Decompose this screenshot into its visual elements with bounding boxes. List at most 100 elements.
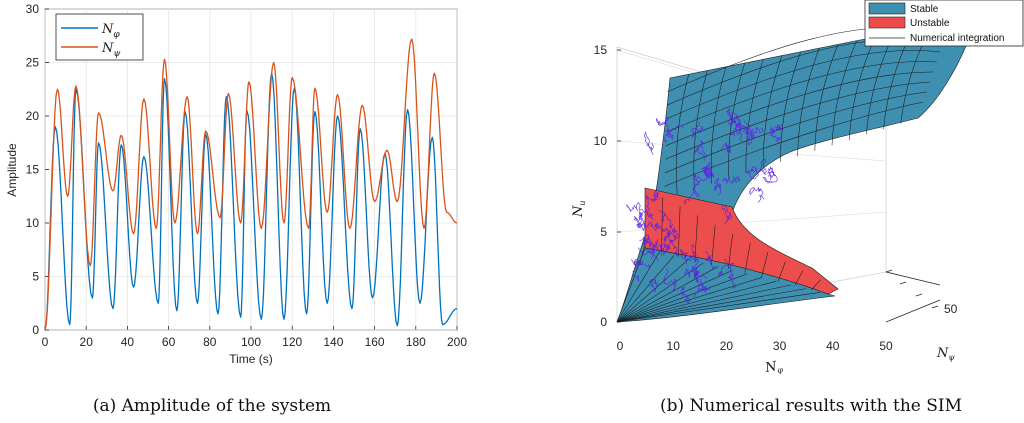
legend-label-n-phi: Nφ xyxy=(101,22,120,40)
trajectory-path xyxy=(694,140,707,162)
x-tick-label: 180 xyxy=(406,335,426,349)
series-lines xyxy=(44,38,458,331)
trajectory-path xyxy=(683,179,701,206)
z-tick-labels: 0 5 10 15 xyxy=(594,43,621,329)
z-tick-label: 10 xyxy=(594,134,608,148)
x-tick-label: 0 xyxy=(42,335,49,349)
mesh-line-lower xyxy=(616,258,689,323)
mesh-line-upper xyxy=(762,55,783,168)
y-axis-label-3d-sub: ψ xyxy=(948,353,955,362)
trajectory-path xyxy=(742,120,756,145)
trajectory-path xyxy=(648,278,659,292)
mesh-line-unstable xyxy=(694,215,698,261)
trajectory-path xyxy=(722,175,741,184)
x-tick-label: 140 xyxy=(323,335,343,349)
trajectory-path xyxy=(663,267,678,291)
x-tick-label-3d: 30 xyxy=(773,339,787,353)
sim-surface-chart: 0 5 10 15 0 10 20 30 40 50 50 Nu Nφ Nψ Stable Un… xyxy=(571,0,1024,416)
numerical-integration-trajectories xyxy=(625,107,783,304)
x-axis-label-3d-sub: φ xyxy=(777,365,784,375)
trajectory-path xyxy=(643,130,654,156)
mesh-line-lower xyxy=(616,262,704,323)
trajectory-path xyxy=(644,234,654,259)
trajectory-path xyxy=(723,258,737,289)
trajectory-path xyxy=(633,215,646,232)
legend-label-stable: Stable xyxy=(910,4,939,15)
trajectory-path xyxy=(720,141,732,155)
legend-label-n-psi-name: N xyxy=(101,41,114,56)
mesh-line-cross xyxy=(664,101,924,187)
mesh-line-unstable xyxy=(777,261,786,282)
trajectory-path xyxy=(670,228,681,258)
x-tick-label-3d: 50 xyxy=(879,339,893,353)
y-tick-label: 25 xyxy=(26,56,40,70)
trajectory-path xyxy=(762,171,778,184)
z-axis-label-name: N xyxy=(571,205,586,218)
trajectory-path xyxy=(649,241,660,262)
y-axis-label: Amplitude xyxy=(5,143,19,197)
trajectory-path xyxy=(663,232,678,243)
x-tick-label: 80 xyxy=(203,335,217,349)
y-tick-labels-3d: 50 xyxy=(944,302,958,316)
trajectory-path xyxy=(678,286,691,304)
mesh-line-lower xyxy=(616,266,719,323)
x-tick-label: 160 xyxy=(365,335,385,349)
trajectory-path xyxy=(684,265,698,278)
trajectory-path xyxy=(730,117,742,137)
mesh-line-lower xyxy=(616,273,748,323)
mesh-line-unstable xyxy=(711,224,716,265)
amplitude-chart: 0 20 40 60 80 100 120 140 160 180 200 0 5 10 15 20 25 30… xyxy=(5,2,467,416)
x-tick-label: 200 xyxy=(447,335,467,349)
x-tick-label-3d: 40 xyxy=(826,339,840,353)
x-tick-labels-3d: 0 10 20 30 40 50 xyxy=(617,339,893,353)
mesh-line-cross xyxy=(666,50,941,119)
legend: Nφ Nψ xyxy=(55,13,144,61)
mesh-line-lower xyxy=(616,284,792,323)
x-tick-label-3d: 10 xyxy=(667,339,681,353)
x-axis-label: Time (s) xyxy=(229,352,273,366)
y-axis-label-3d-name: N xyxy=(936,346,949,361)
y-floor-edge-front xyxy=(885,299,941,323)
trajectory-path xyxy=(663,125,684,143)
legend-label-unstable: Unstable xyxy=(910,18,950,29)
legend-label-numerical: Numerical integration xyxy=(910,33,1005,44)
mesh-line-upper xyxy=(693,70,708,190)
legend-label-n-phi-sub: φ xyxy=(113,30,120,40)
caption-a: (a) Amplitude of the system xyxy=(93,396,331,416)
mesh-line-unstable xyxy=(727,233,733,269)
x-tick-label: 60 xyxy=(162,335,176,349)
mesh-line-upper xyxy=(745,59,764,173)
trajectory-path xyxy=(691,121,704,139)
stable-surface-lower xyxy=(616,247,836,323)
mesh-line-unstable xyxy=(761,252,769,278)
mesh-line-unstable xyxy=(744,243,751,274)
y-tick-label: 30 xyxy=(26,2,40,16)
mesh-line-upper xyxy=(710,66,727,184)
trajectory-path xyxy=(745,166,760,180)
mesh-line-upper xyxy=(848,36,876,140)
trajectory-path xyxy=(655,116,671,133)
trajectory-path xyxy=(638,210,645,226)
tick-marks-3d xyxy=(885,269,941,323)
z-tick-label: 15 xyxy=(594,43,608,57)
trajectory-path xyxy=(703,162,714,177)
mesh-line-lower xyxy=(616,255,675,323)
trajectory-path xyxy=(713,177,722,196)
legend-3d: Stable Unstable Numerical integration xyxy=(864,0,1024,47)
x-tick-label: 20 xyxy=(80,335,94,349)
legend-label-n-phi-name: N xyxy=(101,22,114,37)
y-tick-label: 10 xyxy=(26,216,40,230)
trajectory-path xyxy=(659,242,671,256)
y-tick-mark-2 xyxy=(915,293,923,297)
caption-b: (b) Numerical results with the SIM xyxy=(660,396,962,416)
mesh-line-lower xyxy=(616,288,806,323)
mesh-line-cross xyxy=(666,61,937,133)
trajectory-path xyxy=(728,112,738,124)
z-axis-label-sub: u xyxy=(578,200,587,205)
x-tick-label: 120 xyxy=(282,335,302,349)
mesh-line-lower xyxy=(616,280,777,323)
z-axis-label: Nu xyxy=(571,200,587,218)
x-tick-label: 100 xyxy=(241,335,261,349)
y-tick-labels: 0 5 10 15 20 25 30 xyxy=(26,2,40,337)
trajectory-path xyxy=(682,251,698,265)
